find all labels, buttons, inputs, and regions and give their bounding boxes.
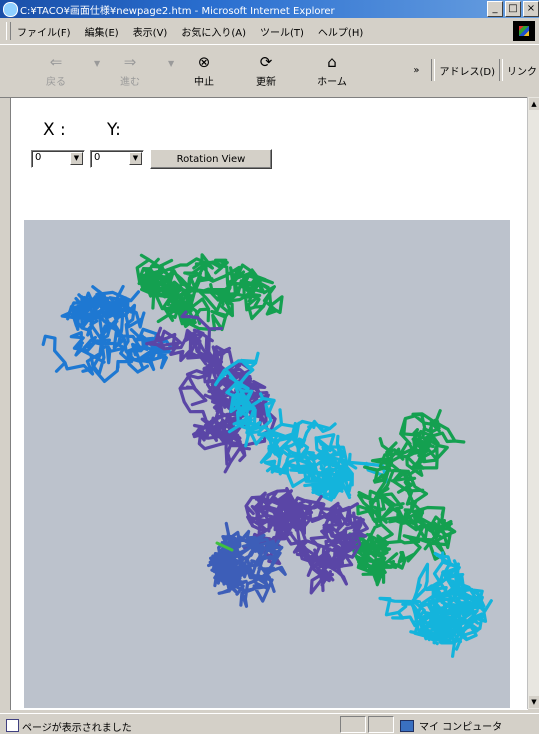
back-dropdown-icon[interactable]: ▼ — [94, 59, 101, 68]
chain-blue-upper-bonds — [41, 284, 173, 383]
scroll-up-icon[interactable]: ▲ — [529, 98, 539, 110]
chain-cyan-lower-bonds — [378, 551, 493, 658]
chevron-down-icon[interactable]: ▼ — [70, 152, 83, 165]
window-title: C:¥TACO¥画面仕様¥newpage2.htm - Microsoft In… — [20, 6, 335, 17]
y-rotation-select[interactable]: 0 ▼ — [90, 150, 144, 168]
scroll-down-icon[interactable]: ▼ — [529, 696, 539, 708]
vertical-scrollbar[interactable]: ▲ ▼ — [527, 97, 539, 709]
x-rotation-select[interactable]: 0 ▼ — [31, 150, 85, 168]
chain-green-upper — [135, 253, 284, 332]
home-label: ホーム — [317, 77, 347, 88]
status-bar: ページが表示されました マイ コンピュータ — [0, 713, 539, 734]
back-arrow-icon: ⇐ — [49, 53, 63, 71]
ie-logo-icon[interactable] — [3, 2, 18, 17]
menu-tools[interactable]: ツール(T) — [260, 27, 304, 39]
chain-purple-core — [145, 310, 277, 474]
chain-green-upper-bonds — [135, 253, 284, 332]
home-button[interactable]: ⌂ ホーム — [310, 51, 354, 91]
rotation-view-button[interactable]: Rotation View — [150, 149, 272, 169]
status-panel — [368, 716, 394, 733]
menu-file[interactable]: ファイル(F) — [17, 27, 71, 39]
protein-structure-image — [41, 253, 493, 658]
chain-green-right-bonds — [348, 409, 466, 587]
menu-grip[interactable] — [6, 22, 11, 40]
stop-icon: ⊗ — [197, 53, 211, 71]
close-button[interactable]: × — [523, 1, 539, 17]
menu-help[interactable]: ヘルプ(H) — [317, 27, 364, 39]
status-text: ページが表示されました — [22, 723, 132, 734]
windows-logo-icon — [513, 21, 535, 41]
chevron-down-icon[interactable]: ▼ — [129, 152, 142, 165]
standard-toolbar: ⇐ 戻る ▼ ⇒ 進む ▼ ⊗ 中止 ⟳ 更新 ⌂ ホーム » アドレス(D) … — [0, 44, 539, 98]
back-label: 戻る — [46, 77, 66, 88]
minimize-button[interactable]: _ — [487, 1, 503, 17]
menu-favorites[interactable]: お気に入り(A) — [181, 27, 246, 39]
forward-arrow-icon: ⇒ — [123, 53, 137, 71]
chain-indigo-lower — [207, 521, 287, 608]
links-bar-label[interactable]: リンク — [507, 66, 537, 78]
stop-label: 中止 — [194, 77, 214, 88]
chain-purple-core-bonds — [145, 310, 277, 474]
forward-button[interactable]: ⇒ 進む — [108, 51, 152, 91]
ligand-fragment — [215, 541, 234, 552]
forward-label: 進む — [120, 77, 140, 88]
maximize-button[interactable]: □ — [505, 1, 521, 17]
chain-purple-lower — [242, 486, 369, 595]
menu-view[interactable]: 表示(V) — [132, 27, 168, 39]
home-icon: ⌂ — [327, 53, 337, 71]
refresh-label: 更新 — [256, 77, 276, 88]
page-content: X : Y: 0 ▼ 0 ▼ Rotation View — [10, 97, 528, 710]
toolbar-separator — [431, 59, 436, 81]
refresh-button[interactable]: ⟳ 更新 — [244, 51, 288, 91]
x-select-value: 0 — [35, 152, 42, 163]
forward-dropdown-icon[interactable]: ▼ — [168, 59, 175, 68]
window-controls: _ □ × — [485, 1, 539, 17]
y-select-value: 0 — [94, 152, 101, 163]
chain-green-right — [348, 409, 466, 587]
toolbar-separator-2 — [499, 59, 503, 81]
title-bar: C:¥TACO¥画面仕様¥newpage2.htm - Microsoft In… — [0, 0, 539, 18]
zone-label: マイ コンピュータ — [419, 722, 503, 733]
menu-bar: ファイル(F) 編集(E) 表示(V) お気に入り(A) ツール(T) ヘルプ(… — [0, 18, 539, 44]
chain-purple-lower-bonds — [242, 486, 369, 595]
back-button[interactable]: ⇐ 戻る — [34, 51, 78, 91]
toolbar-overflow-chevron[interactable]: » — [413, 64, 420, 76]
y-axis-label: Y: — [107, 120, 121, 140]
page-icon — [6, 719, 19, 732]
status-panel — [340, 716, 366, 733]
toolbar-right: » アドレス(D) リンク — [413, 59, 539, 81]
menu-edit[interactable]: 編集(E) — [84, 27, 119, 39]
address-bar-label[interactable]: アドレス(D) — [439, 66, 495, 78]
chain-indigo-lower-bonds — [207, 521, 287, 608]
molecule-viewer[interactable] — [24, 220, 510, 708]
refresh-icon: ⟳ — [259, 53, 273, 71]
chain-blue-upper — [41, 284, 173, 383]
computer-icon — [400, 719, 414, 732]
stop-button[interactable]: ⊗ 中止 — [182, 51, 226, 91]
security-zone: マイ コンピュータ — [400, 718, 502, 733]
x-axis-label: X : — [43, 120, 66, 140]
chain-cyan-lower — [378, 551, 493, 658]
